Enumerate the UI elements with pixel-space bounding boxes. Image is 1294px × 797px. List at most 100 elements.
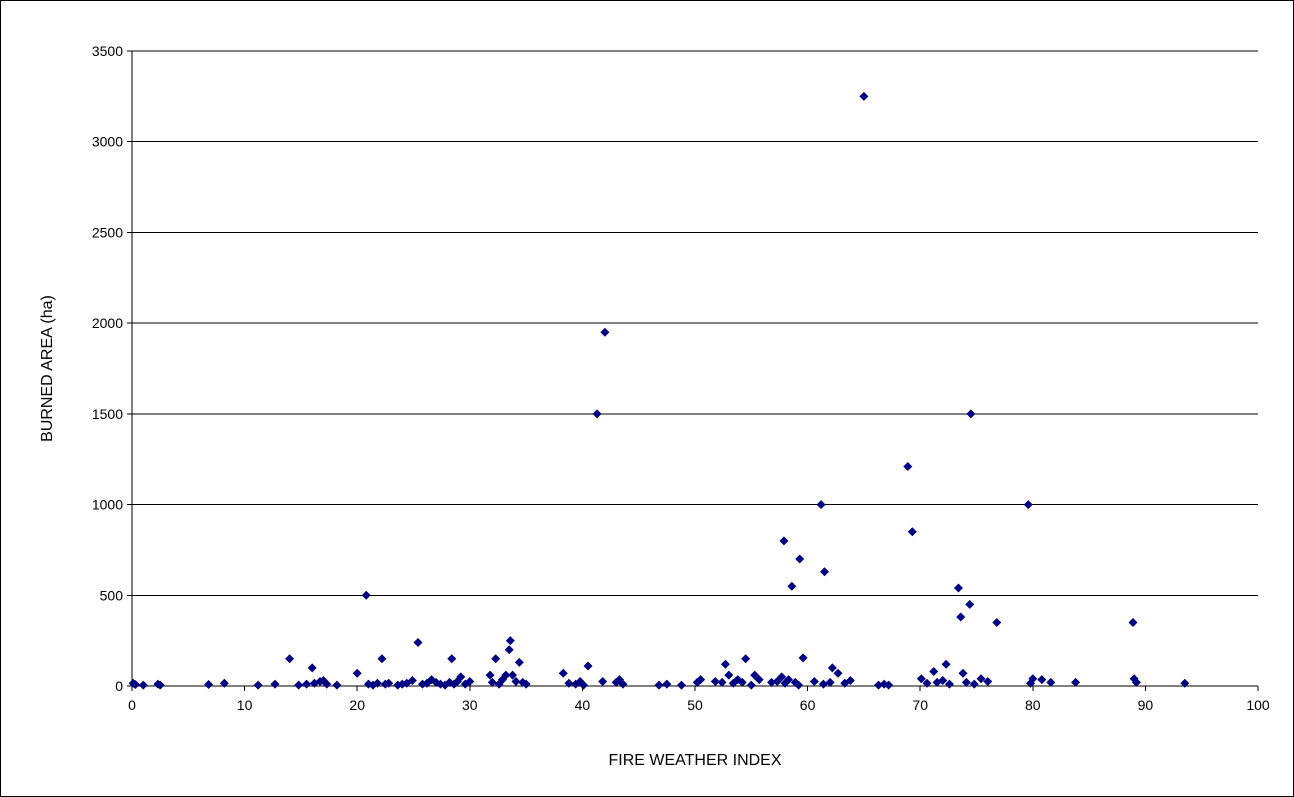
y-tick-label: 3000 xyxy=(92,134,123,150)
data-point xyxy=(511,676,521,686)
data-point xyxy=(958,668,968,678)
x-tick-label: 50 xyxy=(687,697,703,713)
data-point xyxy=(794,680,804,690)
axes xyxy=(127,50,1259,691)
data-point xyxy=(787,581,797,591)
data-point xyxy=(938,676,948,686)
data-point xyxy=(361,590,371,600)
y-axis-title: BURNED AREA (ha) xyxy=(39,295,56,442)
data-point xyxy=(384,678,394,688)
data-point xyxy=(884,680,894,690)
y-tick-label: 1000 xyxy=(92,497,123,513)
data-point xyxy=(352,668,362,678)
data-point xyxy=(592,409,602,419)
data-point xyxy=(294,680,304,690)
data-point xyxy=(508,670,518,680)
data-point xyxy=(1037,675,1047,685)
data-point xyxy=(710,676,720,686)
data-point xyxy=(322,679,332,689)
x-axis-title: FIRE WEATHER INDEX xyxy=(608,752,781,769)
x-tick-label: 70 xyxy=(912,697,928,713)
y-tick-label: 3500 xyxy=(92,43,123,59)
data-point xyxy=(676,680,686,690)
data-point xyxy=(447,654,457,664)
data-point xyxy=(1028,674,1038,684)
data-point xyxy=(514,657,524,667)
data-point xyxy=(922,678,932,688)
data-point xyxy=(487,677,497,687)
data-point xyxy=(598,676,608,686)
data-point xyxy=(809,676,819,686)
data-point xyxy=(219,678,229,688)
data-point xyxy=(798,653,808,663)
data-point xyxy=(983,676,993,686)
x-tick-label: 20 xyxy=(349,697,365,713)
data-point xyxy=(307,663,317,673)
data-point xyxy=(969,679,979,689)
data-point xyxy=(618,679,628,689)
data-point xyxy=(1180,678,1190,688)
data-point xyxy=(772,676,782,686)
data-point xyxy=(874,680,884,690)
data-point xyxy=(465,676,475,686)
data-point xyxy=(929,666,939,676)
y-tick-label: 1500 xyxy=(92,406,123,422)
data-points xyxy=(128,91,1190,690)
data-point xyxy=(720,659,730,669)
data-point xyxy=(1128,618,1138,627)
data-point xyxy=(746,680,756,690)
y-tick-label: 2000 xyxy=(92,315,123,331)
data-point xyxy=(816,500,826,510)
data-point xyxy=(332,680,342,690)
y-tick-label: 0 xyxy=(115,678,123,694)
data-point xyxy=(407,676,417,686)
data-point xyxy=(819,567,829,577)
y-tick-label: 500 xyxy=(100,587,124,603)
data-point xyxy=(717,677,727,687)
x-tick-label: 10 xyxy=(237,697,253,713)
data-point xyxy=(966,409,976,419)
x-tick-label: 100 xyxy=(1246,697,1270,713)
data-point xyxy=(965,599,975,609)
data-point xyxy=(521,679,531,689)
data-point xyxy=(976,674,986,684)
data-point xyxy=(579,680,589,690)
x-tick-label: 80 xyxy=(1025,697,1041,713)
data-point xyxy=(833,668,843,678)
data-point xyxy=(1071,677,1081,687)
data-point xyxy=(741,654,751,664)
data-point xyxy=(564,678,574,688)
data-point xyxy=(992,618,1002,627)
data-point xyxy=(662,679,672,689)
data-point xyxy=(1046,677,1056,687)
data-point xyxy=(777,672,787,682)
x-tick-label: 30 xyxy=(462,697,478,713)
data-point xyxy=(737,677,747,687)
data-point xyxy=(1131,677,1141,687)
data-point xyxy=(903,461,913,471)
data-point xyxy=(795,554,805,564)
data-point xyxy=(754,675,764,685)
data-point xyxy=(845,676,855,686)
data-point xyxy=(750,670,760,680)
data-point xyxy=(779,536,789,546)
data-point xyxy=(941,659,951,669)
x-tick-labels: 0 10 20 30 40 50 60 70 80 90 100 xyxy=(128,697,1270,713)
data-point xyxy=(944,679,954,689)
data-point xyxy=(253,680,263,690)
x-tick-label: 90 xyxy=(1138,697,1154,713)
data-point xyxy=(377,654,387,664)
data-point xyxy=(916,674,926,684)
data-point xyxy=(138,680,148,690)
data-point xyxy=(413,637,423,647)
data-point xyxy=(953,583,963,593)
data-point xyxy=(456,672,466,682)
data-point xyxy=(302,679,312,689)
data-point xyxy=(204,680,214,690)
y-tick-labels: 0 500 1000 1500 2000 2500 3000 3500 xyxy=(92,43,123,694)
y-tick-label: 2500 xyxy=(92,224,123,240)
gridlines xyxy=(132,50,1258,596)
data-point xyxy=(558,668,568,678)
x-tick-label: 60 xyxy=(800,697,816,713)
